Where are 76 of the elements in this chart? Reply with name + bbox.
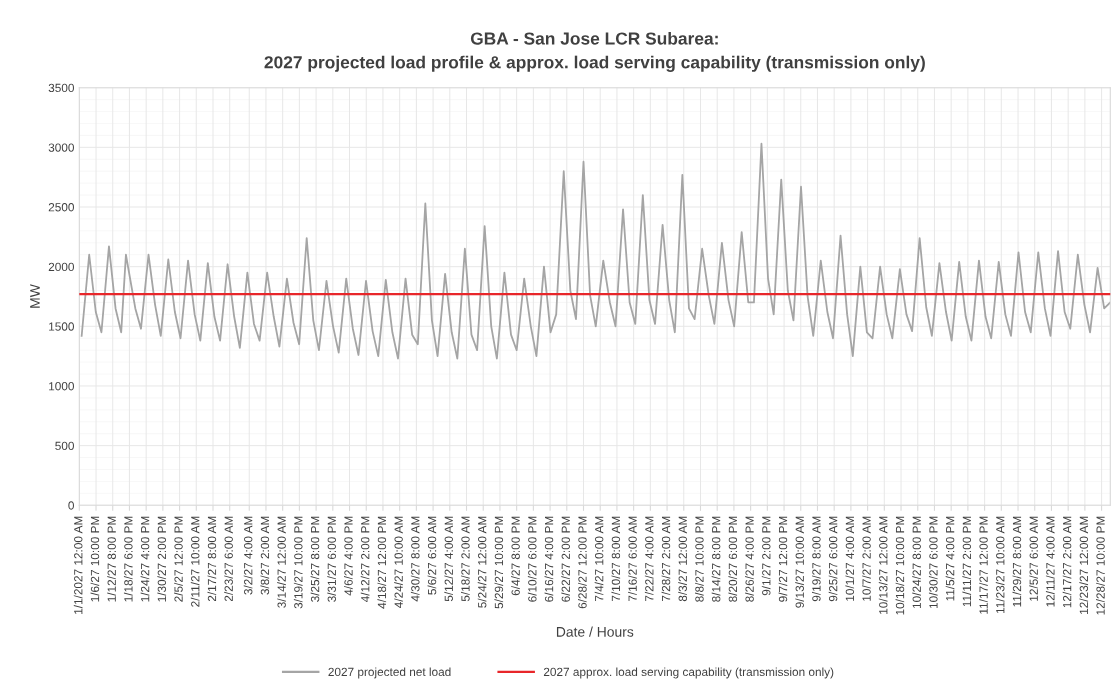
x-tick-label: 3/8/27 2:00 AM [260,516,270,595]
x-tick-label: 8/26/27 4:00 PM [745,516,754,602]
legend-label: 2027 approx. load serving capability (transmission only) [543,667,834,679]
x-tick-label: 7/22/27 4:00 AM [644,516,654,602]
x-tick-label: 10/18/27 10:00 PM [895,516,905,615]
x-tick-label: 4/12/27 2:00 PM [360,516,370,603]
x-tick-label: 1/1/2027 12:00 AM [73,516,83,614]
x-tick-label: 2/11/27 10:00 AM [190,516,200,607]
x-tick-label: 7/16/27 6:00 AM [628,516,637,602]
x-tick-label: 4/30/27 8:00 AM [410,516,420,602]
x-tick-label: 12/28/27 10:00 PM [1096,516,1105,615]
x-tick-label: 5/12/27 4:00 AM [444,516,453,602]
x-tick-label: 10/30/27 6:00 PM [928,516,938,608]
x-tick-label: 8/3/27 12:00 AM [678,516,687,602]
x-tick-label: 10/7/27 2:00 AM [862,516,871,601]
x-tick-label: 4/18/27 12:00 PM [377,516,387,609]
x-tick-label: 11/17/27 12:00 PM [979,516,988,614]
x-tick-label: 7/4/27 10:00 AM [594,516,604,602]
x-tick-label: 11/11/27 2:00 PM [962,516,972,607]
x-tick-label: 2/23/27 6:00 AM [224,516,233,602]
y-tick-label: 500 [55,441,74,451]
x-tick-label: 10/24/27 8:00 PM [912,516,921,608]
x-tick-label: 1/18/27 6:00 PM [123,516,133,602]
y-tick-label: 3000 [48,143,74,152]
x-tick-label: 4/6/27 4:00 PM [344,516,353,596]
x-tick-label: 9/1/27 2:00 PM [761,516,771,596]
x-tick-label: 2/17/27 8:00 AM [207,516,217,602]
x-tick-label: 1/12/27 8:00 PM [107,516,116,602]
y-axis-title: MW [30,284,40,308]
x-tick-label: 6/16/27 4:00 PM [544,516,554,602]
y-tick-label: 3500 [48,83,74,93]
x-tick-label: 6/10/27 6:00 PM [527,516,537,602]
x-tick-label: 6/4/27 8:00 PM [511,516,520,596]
x-tick-label: 11/5/27 4:00 PM [945,516,955,601]
x-tick-label: 5/6/27 6:00 AM [427,516,437,595]
x-tick-label: 5/24/27 12:00 AM [477,516,487,608]
x-tick-label: 9/19/27 8:00 AM [811,516,821,602]
x-tick-label: 7/10/27 8:00 AM [611,516,621,602]
x-tick-label: 10/13/27 12:00 AM [878,516,888,614]
x-tick-label: 3/2/27 4:00 AM [243,516,253,595]
x-tick-label: 2/5/27 12:00 PM [174,516,183,602]
x-tick-label: 6/22/27 2:00 PM [561,516,570,602]
x-tick-label: 12/17/27 2:00 AM [1062,516,1072,608]
x-tick-label: 1/30/27 2:00 PM [157,516,167,602]
y-tick-label: 0 [68,501,74,510]
x-tick-label: 8/8/27 10:00 PM [694,516,704,602]
x-tick-label: 9/25/27 6:00 AM [828,516,838,602]
y-tick-label: 2000 [48,262,74,272]
x-tick-label: 3/14/27 12:00 AM [277,516,286,608]
x-tick-label: 1/24/27 4:00 PM [140,516,150,602]
x-tick-label: 6/28/27 12:00 PM [578,516,587,609]
y-tick-label: 1000 [49,382,74,391]
x-tick-label: 12/23/27 12:00 AM [1079,516,1089,614]
x-tick-label: 9/7/27 12:00 PM [778,516,788,602]
x-tick-label: 3/31/27 6:00 PM [327,516,336,602]
x-tick-label: 7/28/27 2:00 AM [661,516,671,602]
y-tick-label: 1500 [49,322,74,331]
x-tick-label: 10/1/27 4:00 AM [845,516,855,601]
y-tick-label: 2500 [48,203,74,212]
line-series [80,142,1111,360]
x-tick-label: 9/13/27 10:00 AM [795,516,804,608]
x-axis-title: Date / Hours [556,626,634,637]
x-tick-label: 12/5/27 6:00 AM [1029,516,1038,601]
x-tick-label: 3/19/27 10:00 PM [293,516,303,609]
x-tick-label: 8/20/27 6:00 PM [728,516,738,602]
x-tick-label: 4/24/27 10:00 AM [394,516,403,608]
x-tick-label: 12/11/27 4:00 AM [1045,516,1055,607]
x-tick-label: 11/23/27 10:00 AM [995,516,1005,614]
x-tick-label: 8/14/27 8:00 PM [711,516,721,602]
x-tick-label: 5/18/27 2:00 AM [461,516,470,602]
legend-label: 2027 projected net load [328,667,451,679]
chart-title: GBA - San Jose LCR Subarea: 2027 projected load profile & approx. load serving capability (transmission only) [264,31,925,72]
x-tick-label: 3/25/27 8:00 PM [310,516,320,602]
x-tick-label: 1/6/27 10:00 PM [90,516,100,602]
x-tick-label: 11/29/27 8:00 AM [1012,516,1022,607]
x-tick-label: 5/29/27 10:00 PM [494,516,504,609]
